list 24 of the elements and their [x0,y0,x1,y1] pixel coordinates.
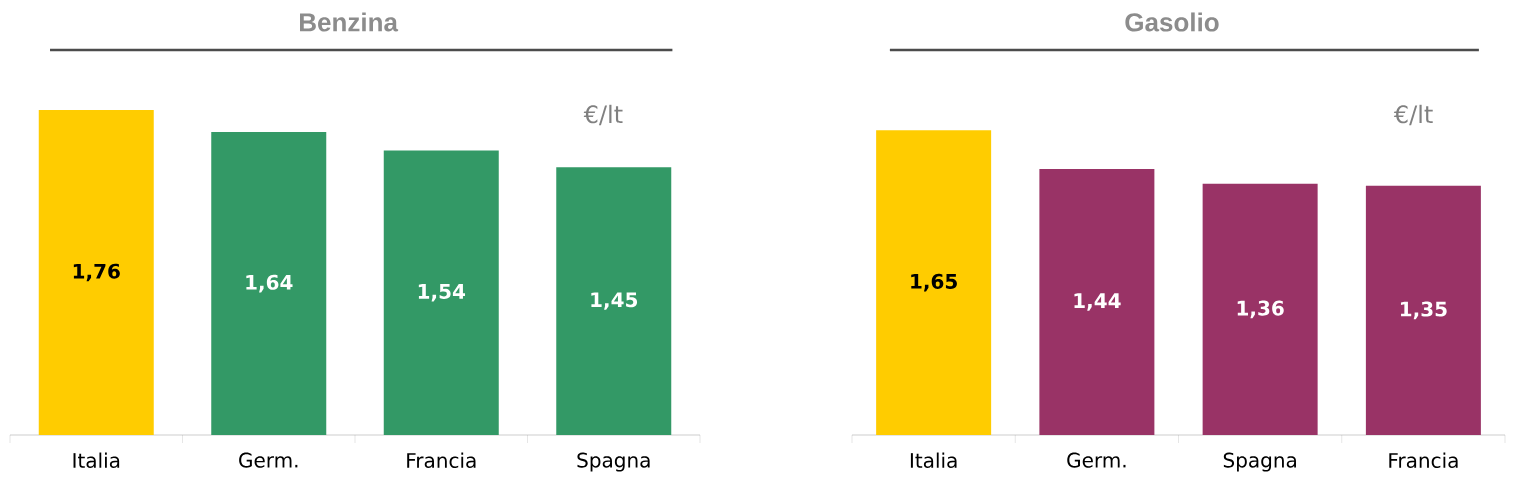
x-tick-label: Francia [407,452,476,469]
annotation: €/lt [583,104,623,126]
data-label: 1,35 [1400,301,1447,320]
data-label: 1,44 [1074,293,1121,311]
data-label: 1,36 [1237,300,1284,319]
chart-title: Benzina [300,12,399,32]
bar [1365,185,1481,435]
bar [876,130,992,435]
bar [1202,183,1318,435]
x-tick-label: Francia [1389,452,1458,469]
data-label: 1,65 [911,273,957,292]
x-tick-label: Spagna [1223,452,1296,472]
x-tick-label: Germ. [239,452,298,468]
x-tick-label: Italia [910,452,957,469]
data-label: 1,76 [73,263,120,282]
data-label: 1,45 [591,292,638,310]
x-tick-label: Italia [73,452,120,469]
chart-title: Gasolio [1125,12,1219,32]
data-label: 1,64 [246,274,293,293]
text: €/lt [1393,104,1433,126]
x-tick-label: Spagna [577,452,650,472]
bar [1039,169,1155,435]
data-label: 1,54 [418,284,466,302]
x-tick-label: Germ. [1067,452,1126,468]
